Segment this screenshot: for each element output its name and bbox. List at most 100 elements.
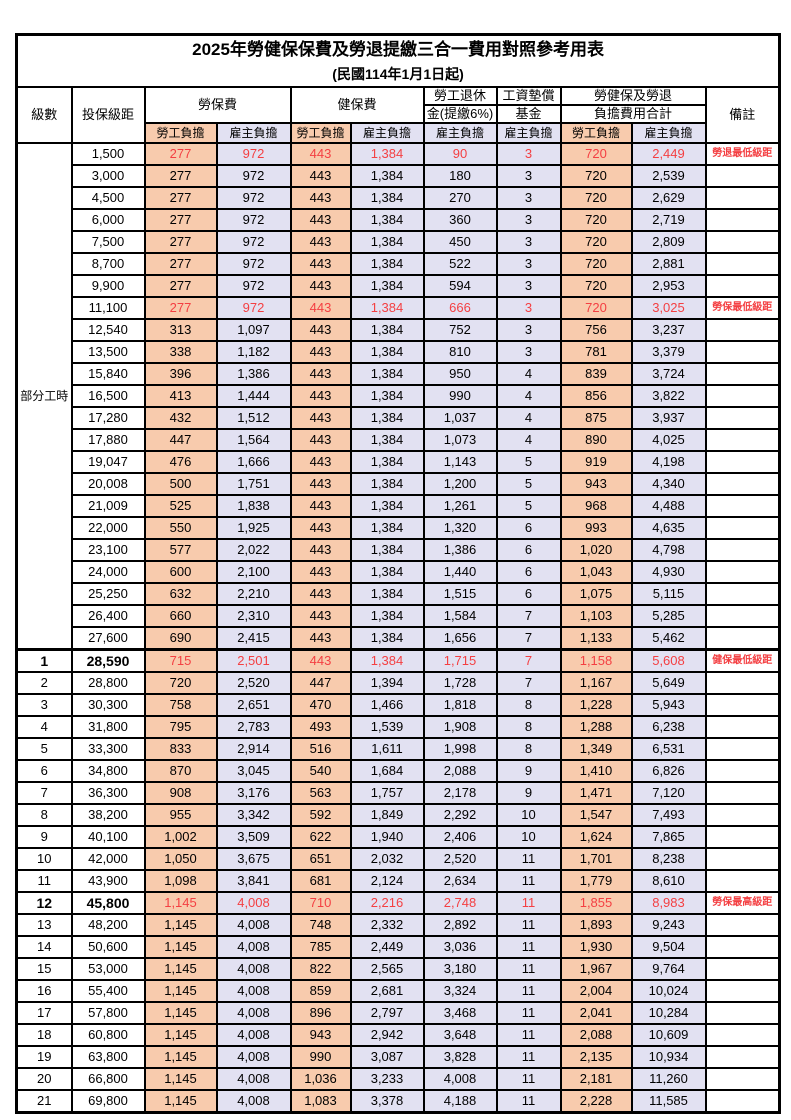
cell-health-employee: 943 <box>289 1023 352 1047</box>
cell-labor-employer: 4,008 <box>215 935 292 959</box>
table-row: 14 50,600 1,145 4,008 785 2,449 3,036 11 1,930 9,… <box>15 935 781 959</box>
cell-level: 18 <box>15 1023 73 1047</box>
cell-wage-fund-employer: 11 <box>495 979 562 1003</box>
cell-health-employer: 2,681 <box>349 979 425 1003</box>
cell-health-employer: 1,384 <box>349 362 425 386</box>
cell-labor-employee: 870 <box>143 759 218 783</box>
cell-level: 4 <box>15 715 73 739</box>
cell-labor-employer: 4,008 <box>215 1089 292 1114</box>
cell-wage-fund-employer: 9 <box>495 781 562 805</box>
cell-insured-salary: 23,100 <box>70 538 146 562</box>
cell-total-employer: 10,024 <box>630 979 707 1003</box>
cell-insured-salary: 60,800 <box>70 1023 146 1047</box>
cell-health-employer: 1,384 <box>349 230 425 254</box>
reference-table-sheet: 2025年勞健保保費及勞退提繳三合一費用對照參考用表 (民國114年1月1日起)… <box>15 33 782 1114</box>
cell-total-employee: 1,020 <box>559 538 633 562</box>
cell-total-employee: 839 <box>559 362 633 386</box>
cell-note <box>704 759 781 783</box>
cell-health-employer: 1,384 <box>349 340 425 364</box>
cell-health-employee: 540 <box>289 759 352 783</box>
cell-health-employee: 443 <box>289 362 352 386</box>
cell-level: 20 <box>15 1067 73 1091</box>
cell-total-employee: 2,041 <box>559 1001 633 1025</box>
cell-level: 1 <box>15 648 73 673</box>
cell-total-employer: 9,764 <box>630 957 707 981</box>
cell-labor-employee: 1,145 <box>143 913 218 937</box>
cell-labor-employer: 972 <box>215 208 292 232</box>
cell-total-employee: 856 <box>559 384 633 408</box>
cell-pension-employer: 594 <box>422 274 498 298</box>
cell-health-employee: 443 <box>289 252 352 276</box>
table-row: 11 43,900 1,098 3,841 681 2,124 2,634 11 1,779 8,… <box>15 869 781 893</box>
subheader-labor-employee: 勞工負擔 <box>143 122 218 144</box>
cell-total-employee: 890 <box>559 428 633 452</box>
cell-health-employee: 785 <box>289 935 352 959</box>
cell-insured-salary: 57,800 <box>70 1001 146 1025</box>
subheader-labor-employer: 雇主負擔 <box>215 122 292 144</box>
cell-insured-salary: 6,000 <box>70 208 146 232</box>
cell-total-employer: 5,285 <box>630 604 707 628</box>
col-header-insured-salary: 投保級距 <box>70 86 146 144</box>
cell-health-employee: 443 <box>289 560 352 584</box>
cell-total-employer: 6,531 <box>630 737 707 761</box>
cell-total-employee: 2,088 <box>559 1023 633 1047</box>
table-body: 部分工時 1,500 277 972 443 1,384 90 3 720 2,449 勞退最低級距… <box>15 142 781 1114</box>
cell-labor-employer: 3,675 <box>215 847 292 871</box>
cell-total-employee: 2,228 <box>559 1089 633 1114</box>
cell-health-employer: 1,394 <box>349 671 425 695</box>
cell-total-employer: 3,237 <box>630 318 707 342</box>
table-row: 3 30,300 758 2,651 470 1,466 1,818 8 1,228 5,943 <box>15 693 781 717</box>
cell-labor-employee: 1,145 <box>143 1023 218 1047</box>
cell-total-employer: 10,934 <box>630 1045 707 1069</box>
cell-total-employee: 1,410 <box>559 759 633 783</box>
cell-insured-salary: 12,540 <box>70 318 146 342</box>
cell-labor-employer: 1,925 <box>215 516 292 540</box>
header-row-2: 金(提繳6%) 基金 負擔費用合計 <box>17 104 780 124</box>
table-row: 20,008 500 1,751 443 1,384 1,200 5 943 4,340 <box>17 472 781 496</box>
cell-labor-employer: 2,100 <box>215 560 292 584</box>
title-block: 2025年勞健保保費及勞退提繳三合一費用對照參考用表 (民國114年1月1日起) <box>15 33 781 88</box>
cell-total-employer: 5,943 <box>630 693 707 717</box>
cell-insured-salary: 53,000 <box>70 957 146 981</box>
table-row: 21,009 525 1,838 443 1,384 1,261 5 968 4,488 <box>17 494 781 518</box>
cell-total-employee: 1,158 <box>559 648 633 673</box>
cell-health-employer: 1,849 <box>349 803 425 827</box>
cell-pension-employer: 1,515 <box>422 582 498 606</box>
cell-health-employee: 990 <box>289 1045 352 1069</box>
cell-pension-employer: 2,892 <box>422 913 498 937</box>
cell-pension-employer: 1,656 <box>422 626 498 651</box>
cell-pension-employer: 3,036 <box>422 935 498 959</box>
cell-insured-salary: 9,900 <box>70 274 146 298</box>
cell-pension-employer: 1,386 <box>422 538 498 562</box>
cell-total-employer: 3,025 <box>630 296 707 320</box>
table-row: 部分工時 1,500 277 972 443 1,384 90 3 720 2,449 勞退最低級距 <box>15 142 781 651</box>
cell-labor-employee: 1,145 <box>143 1089 218 1114</box>
table-row: 18 60,800 1,145 4,008 943 2,942 3,648 11 2,088 10… <box>15 1023 781 1047</box>
cell-note <box>704 208 781 232</box>
cell-health-employee: 443 <box>289 274 352 298</box>
cell-pension-employer: 180 <box>422 164 498 188</box>
cell-health-employee: 443 <box>289 582 352 606</box>
cell-pension-employer: 3,828 <box>422 1045 498 1069</box>
cell-labor-employee: 758 <box>143 693 218 717</box>
cell-total-employer: 5,649 <box>630 671 707 695</box>
col-header-wage-fund-line1: 工資墊償 <box>495 86 562 106</box>
cell-labor-employee: 908 <box>143 781 218 805</box>
cell-labor-employee: 277 <box>143 208 218 232</box>
cell-insured-salary: 42,000 <box>70 847 146 871</box>
cell-pension-employer: 90 <box>422 142 498 166</box>
cell-total-employee: 1,075 <box>559 582 633 606</box>
cell-total-employer: 11,260 <box>630 1067 707 1091</box>
cell-note <box>704 230 781 254</box>
cell-wage-fund-employer: 6 <box>495 582 562 606</box>
cell-health-employee: 896 <box>289 1001 352 1025</box>
cell-labor-employee: 277 <box>143 186 218 210</box>
cell-labor-employer: 2,022 <box>215 538 292 562</box>
cell-total-employee: 720 <box>559 142 633 166</box>
cell-pension-employer: 2,088 <box>422 759 498 783</box>
cell-insured-salary: 36,300 <box>70 781 146 805</box>
cell-wage-fund-employer: 11 <box>495 913 562 937</box>
table-row: 4 31,800 795 2,783 493 1,539 1,908 8 1,288 6,238 <box>15 715 781 739</box>
cell-labor-employer: 1,564 <box>215 428 292 452</box>
cell-note <box>704 450 781 474</box>
